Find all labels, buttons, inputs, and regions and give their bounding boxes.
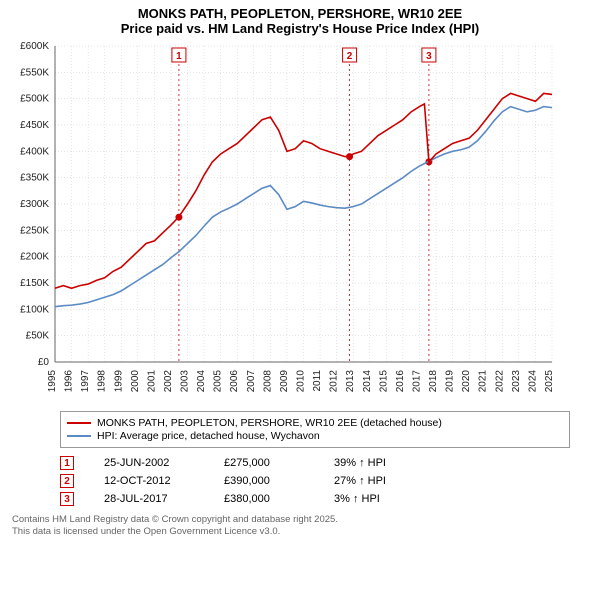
event-delta: 27% ↑ HPI [334, 475, 386, 487]
event-date: 12-OCT-2012 [104, 475, 224, 487]
svg-text:1998: 1998 [97, 370, 108, 393]
svg-text:3: 3 [426, 51, 432, 62]
legend-label: MONKS PATH, PEOPLETON, PERSHORE, WR10 2E… [97, 417, 442, 429]
svg-text:2017: 2017 [411, 370, 422, 393]
svg-text:2007: 2007 [246, 370, 257, 393]
svg-text:2002: 2002 [163, 370, 174, 393]
svg-text:1996: 1996 [64, 370, 75, 393]
svg-text:2016: 2016 [395, 370, 406, 393]
event-date: 25-JUN-2002 [104, 457, 224, 469]
svg-text:£600K: £600K [20, 41, 49, 52]
events-table: 1 25-JUN-2002£275,00039% ↑ HPI 2 12-OCT-201… [60, 456, 570, 506]
svg-text:2023: 2023 [511, 370, 522, 393]
svg-text:2025: 2025 [544, 370, 555, 393]
svg-text:2019: 2019 [445, 370, 456, 393]
svg-text:2010: 2010 [296, 370, 307, 393]
line-chart: £0 £50K £100K £150K £200K £250K £300K £350K £400… [0, 40, 560, 400]
legend-swatch [67, 435, 91, 437]
event-row: 3 28-JUL-2017£380,0003% ↑ HPI [60, 492, 570, 506]
svg-text:£250K: £250K [20, 225, 49, 236]
svg-text:2004: 2004 [196, 370, 207, 393]
svg-text:£350K: £350K [20, 173, 49, 184]
chart-title-block: MONKS PATH, PEOPLETON, PERSHORE, WR10 2E… [0, 0, 600, 36]
svg-text:2005: 2005 [213, 370, 224, 393]
event-price: £380,000 [224, 493, 334, 505]
footnote-line-2: This data is licensed under the Open Gov… [12, 526, 570, 538]
legend: MONKS PATH, PEOPLETON, PERSHORE, WR10 2E… [60, 411, 570, 448]
svg-text:£450K: £450K [20, 120, 49, 131]
event-price: £390,000 [224, 475, 334, 487]
event-marker: 1 [60, 456, 74, 470]
svg-text:2014: 2014 [362, 370, 373, 393]
chart-container: £0 £50K £100K £150K £200K £250K £300K £350K £400… [0, 40, 600, 405]
svg-text:2: 2 [347, 51, 353, 62]
svg-text:£300K: £300K [20, 199, 49, 210]
event-row: 1 25-JUN-2002£275,00039% ↑ HPI [60, 456, 570, 470]
svg-text:£500K: £500K [20, 94, 49, 105]
svg-text:£150K: £150K [20, 278, 49, 289]
svg-text:2006: 2006 [229, 370, 240, 393]
svg-text:2001: 2001 [146, 370, 157, 393]
svg-text:2021: 2021 [478, 370, 489, 393]
svg-text:1: 1 [176, 51, 182, 62]
event-date: 28-JUL-2017 [104, 493, 224, 505]
legend-row: MONKS PATH, PEOPLETON, PERSHORE, WR10 2E… [67, 417, 563, 429]
svg-text:2003: 2003 [180, 370, 191, 393]
event-row: 2 12-OCT-2012£390,00027% ↑ HPI [60, 474, 570, 488]
svg-text:£400K: £400K [20, 146, 49, 157]
legend-row: HPI: Average price, detached house, Wych… [67, 430, 563, 442]
svg-text:2024: 2024 [527, 370, 538, 393]
svg-text:2000: 2000 [130, 370, 141, 393]
legend-label: HPI: Average price, detached house, Wych… [97, 430, 320, 442]
title-line-1: MONKS PATH, PEOPLETON, PERSHORE, WR10 2E… [0, 6, 600, 21]
svg-text:2022: 2022 [494, 370, 505, 393]
event-delta: 3% ↑ HPI [334, 493, 380, 505]
svg-text:2018: 2018 [428, 370, 439, 393]
title-line-2: Price paid vs. HM Land Registry's House … [0, 21, 600, 36]
svg-text:2012: 2012 [329, 370, 340, 393]
svg-text:2009: 2009 [279, 370, 290, 393]
event-marker: 2 [60, 474, 74, 488]
event-price: £275,000 [224, 457, 334, 469]
svg-text:1995: 1995 [47, 370, 58, 393]
svg-text:2008: 2008 [262, 370, 273, 393]
svg-text:£0: £0 [38, 357, 50, 368]
svg-text:1999: 1999 [113, 370, 124, 393]
legend-swatch [67, 422, 91, 424]
svg-text:2015: 2015 [378, 370, 389, 393]
svg-text:1997: 1997 [80, 370, 91, 393]
footnote-line-1: Contains HM Land Registry data © Crown c… [12, 514, 570, 526]
svg-text:2011: 2011 [312, 370, 323, 392]
svg-text:£100K: £100K [20, 304, 49, 315]
svg-text:£200K: £200K [20, 252, 49, 263]
svg-text:£550K: £550K [20, 67, 49, 78]
footnote: Contains HM Land Registry data © Crown c… [12, 514, 570, 539]
svg-text:2020: 2020 [461, 370, 472, 393]
event-marker: 3 [60, 492, 74, 506]
event-delta: 39% ↑ HPI [334, 457, 386, 469]
svg-text:£50K: £50K [26, 331, 50, 342]
svg-text:2013: 2013 [345, 370, 356, 393]
